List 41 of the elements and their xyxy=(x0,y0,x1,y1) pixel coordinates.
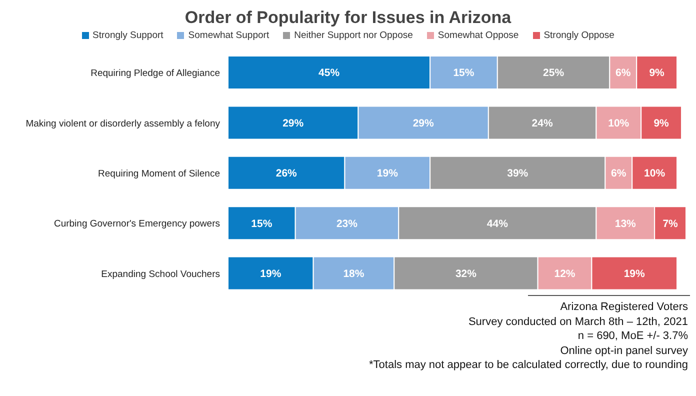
data-label: 15% xyxy=(251,218,273,230)
text: Online opt-in panel survey xyxy=(559,344,688,358)
data-label: 32% xyxy=(455,268,478,280)
data-label: 23% xyxy=(336,218,358,230)
y-tick-label: Expanding School Vouchers xyxy=(101,268,220,280)
data-label: 10% xyxy=(608,117,630,130)
data-label: 7% xyxy=(662,218,679,230)
data-label: 45% xyxy=(318,67,340,80)
data-label: 12% xyxy=(554,268,576,280)
data-label: 24% xyxy=(532,117,554,130)
y-tick-label: Requiring Moment of Silence xyxy=(98,168,220,180)
legend-label: Strongly Support xyxy=(92,30,164,41)
data-label: 29% xyxy=(412,117,434,130)
text: n = 690, MoE +/- 3.7% xyxy=(576,329,688,344)
data-label: 18% xyxy=(343,268,365,280)
text: Arizona Registered Voters xyxy=(559,300,688,314)
text: *Totals may not appear to be calculated correctly, due to rounding xyxy=(369,358,688,372)
data-label: 44% xyxy=(486,218,509,230)
data-label: 9% xyxy=(649,67,666,80)
y-tick-label: Making violent or disorderly assembly a felony xyxy=(26,118,220,130)
chart-title: Order of Popularity for Issues in Arizona xyxy=(184,8,512,28)
y-tick-label: Requiring Pledge of Allegiance xyxy=(90,68,220,80)
data-label: 26% xyxy=(276,168,298,180)
data-label: 39% xyxy=(507,168,529,180)
data-label: 6% xyxy=(611,168,627,180)
y-tick-label: Curbing Governor's Emergency powers xyxy=(54,218,220,230)
data-label: 15% xyxy=(453,67,475,80)
legend-label: Neither Support nor Oppose xyxy=(293,30,413,41)
legend-label: Strongly Oppose xyxy=(542,30,614,41)
legend-label: Somewhat Oppose xyxy=(436,30,519,41)
data-label: 19% xyxy=(376,168,399,180)
data-label: 19% xyxy=(624,268,646,280)
data-label: 29% xyxy=(282,117,304,130)
data-label: 19% xyxy=(260,268,282,280)
data-label: 25% xyxy=(543,67,565,80)
data-label: 10% xyxy=(644,168,666,180)
text: Survey conducted on March 8th – 12th, 2021 xyxy=(467,314,688,329)
data-label: 13% xyxy=(614,218,637,230)
data-label: 9% xyxy=(654,117,670,130)
data-label: 6% xyxy=(616,67,632,80)
legend-label: Somewhat Support xyxy=(187,30,270,41)
